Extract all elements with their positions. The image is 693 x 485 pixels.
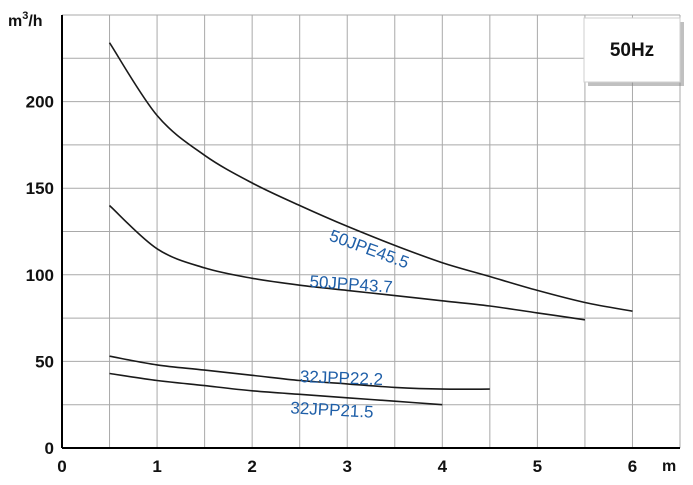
x-tick-label: 6 — [628, 457, 637, 476]
series-line-3 — [109, 372, 443, 406]
series-line-0 — [108, 42, 633, 312]
y-tick-label: 150 — [26, 179, 54, 198]
series-line-2 — [109, 355, 490, 391]
axes — [61, 15, 680, 449]
y-tick-label: 50 — [35, 352, 54, 371]
series-label-2: 32JPP22.2 — [300, 367, 384, 389]
x-axis-unit-label: m — [662, 458, 676, 475]
x-tick-label: 1 — [152, 457, 161, 476]
x-tick-label: 2 — [247, 457, 256, 476]
y-tick-label: 100 — [26, 266, 54, 285]
frequency-label: 50Hz — [610, 40, 654, 61]
y-tick-label: 200 — [26, 93, 54, 112]
frequency-badge: 50Hz — [583, 17, 684, 86]
x-tick-label: 0 — [57, 457, 66, 476]
x-tick-label: 4 — [438, 457, 448, 476]
series-label-3: 32JPP21.5 — [290, 398, 374, 421]
x-tick-label: 3 — [342, 457, 351, 476]
series-line-1 — [108, 204, 586, 321]
series-label-1: 50JPP43.7 — [309, 272, 393, 297]
y-axis-unit-label: m3/h — [8, 10, 43, 30]
y-tick-label: 0 — [45, 439, 54, 458]
grid — [62, 14, 681, 448]
series-label-0: 50JPE45.5 — [327, 226, 412, 272]
tick-labels: 0 1 2 3 4 5 6 0 50 100 150 200 — [26, 93, 638, 476]
x-tick-label: 5 — [533, 457, 542, 476]
